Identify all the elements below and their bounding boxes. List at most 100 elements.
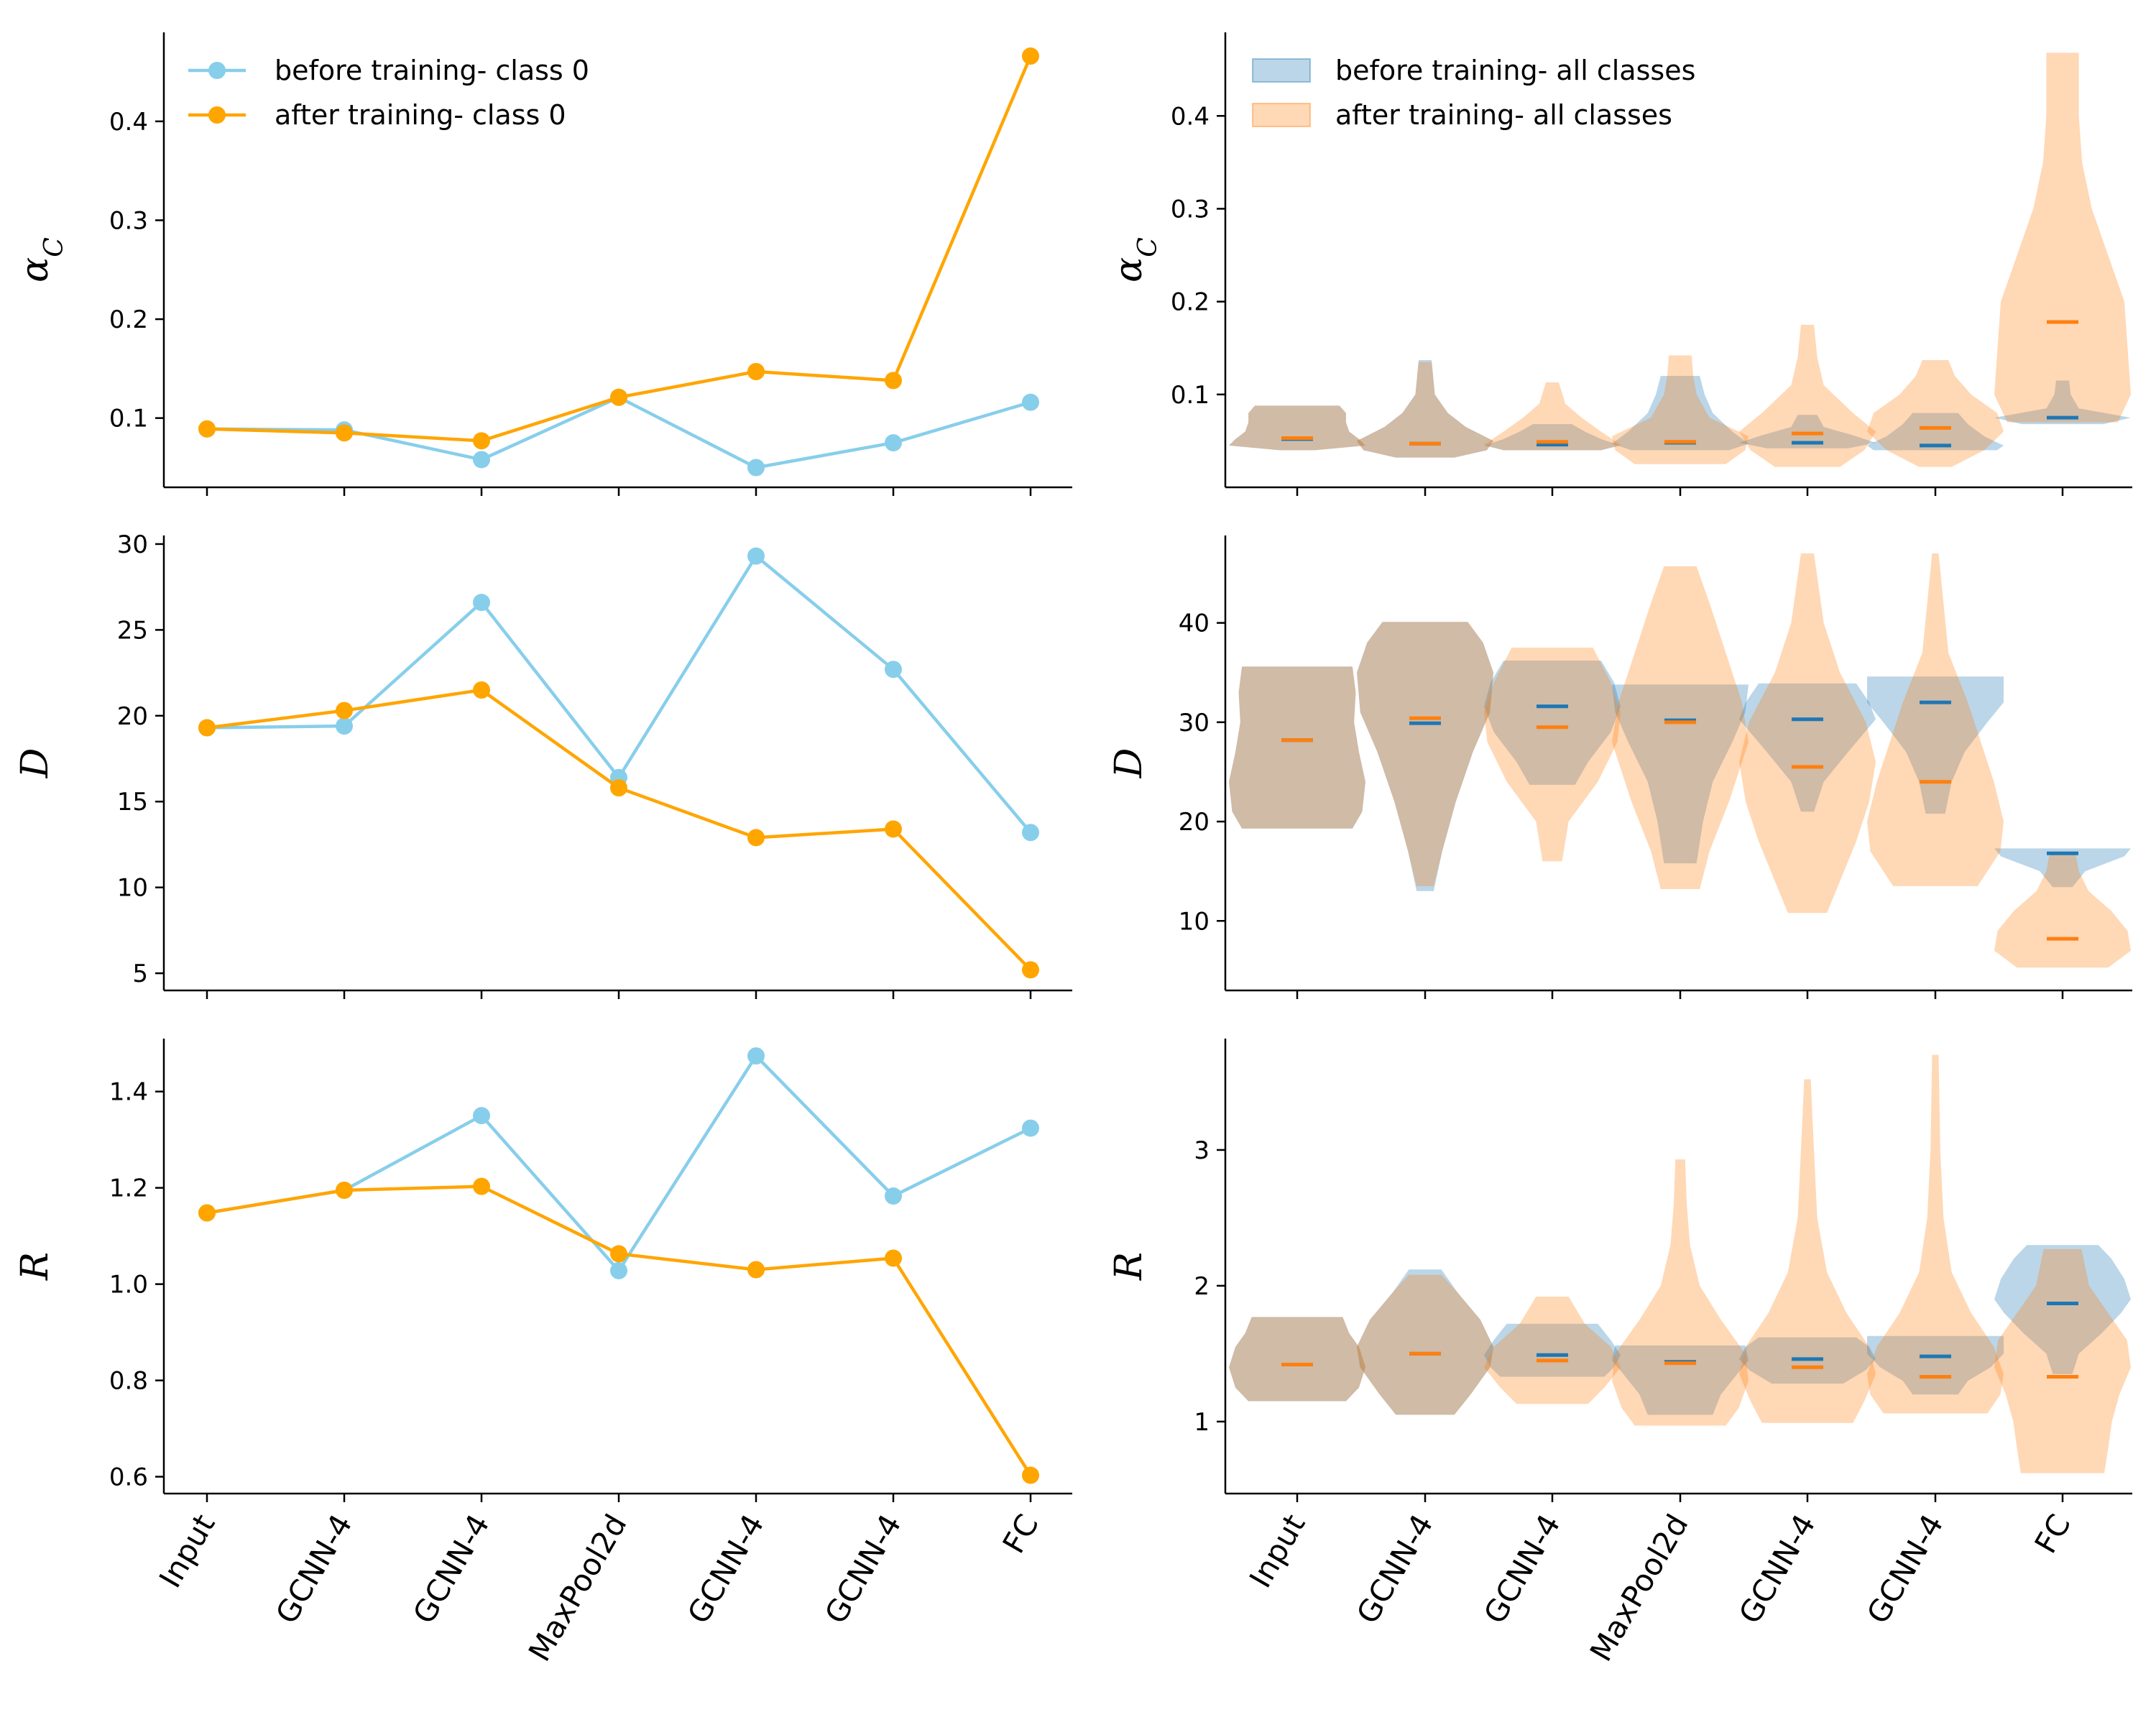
data-point <box>885 820 902 838</box>
violin-after <box>1357 1274 1493 1415</box>
data-point <box>885 1187 902 1205</box>
right-panel-2-ytick-label: 2 <box>1194 1272 1210 1301</box>
left-panel-0-ytick-label: 0.1 <box>109 405 148 433</box>
right-panel-2-ylabel-base: R <box>1107 1252 1151 1281</box>
data-point <box>610 779 627 797</box>
data-point <box>747 829 765 847</box>
series-line <box>206 688 1032 971</box>
left-xtick-label: Input <box>152 1509 222 1594</box>
right-xtick-label: GCNN-4 <box>1732 1509 1823 1630</box>
legend-marker-1 <box>208 106 226 124</box>
right-xtick-label: GCNN-4 <box>1350 1509 1440 1630</box>
data-point <box>473 451 490 469</box>
violin-before <box>1484 661 1621 785</box>
violin-before <box>1612 684 1749 864</box>
left-xtick-label: GCNN-4 <box>269 1509 359 1630</box>
violin-after <box>1739 324 1876 467</box>
violin-before <box>1739 415 1876 448</box>
right-panel-2-medians-after <box>1281 1351 2078 1379</box>
right-xtick-label: GCNN-4 <box>1477 1509 1567 1630</box>
data-point <box>747 1261 765 1279</box>
right-panel-0-ytick-label: 0.4 <box>1171 102 1210 131</box>
right-xtick-label: GCNN-4 <box>1860 1509 1950 1630</box>
left-panel-1-ytick-label: 5 <box>132 960 148 988</box>
left-panel-2-ytick-label: 1.0 <box>109 1271 148 1300</box>
data-point <box>473 1107 490 1125</box>
data-point <box>885 661 902 678</box>
right-panel-0-violins-before <box>1229 360 2131 458</box>
violin-before <box>1484 424 1621 451</box>
violin-after <box>1612 355 1749 464</box>
right-panel-1-axes: 10 20 30 40 D <box>1107 535 2132 999</box>
data-point <box>198 1204 216 1222</box>
right-panel-1-ylabel-base: D <box>1107 748 1151 779</box>
data-point <box>885 1249 902 1267</box>
data-point <box>1022 1119 1039 1137</box>
data-point <box>1022 961 1039 979</box>
data-point <box>747 547 765 565</box>
right-xtick-label: Input <box>1243 1509 1312 1594</box>
right-panel-1-violins-before <box>1229 622 2131 891</box>
right-panel-2-violins-after <box>1229 1054 2131 1473</box>
right-panel-0-medians-after <box>1281 320 2078 446</box>
left-xtick-label: GCNN-4 <box>406 1509 497 1630</box>
right-xtick-label: FC <box>2027 1509 2077 1560</box>
left-panel-1-ytick-label: 15 <box>117 788 148 816</box>
violin-after <box>1357 622 1493 886</box>
left-panel-0-ytick-label: 0.2 <box>109 305 148 334</box>
legend-entry-0: before training- class 0 <box>275 55 589 86</box>
violin-after <box>1994 1248 2131 1473</box>
left-panel-1-ylabel-base: D <box>14 748 57 779</box>
violin-after <box>1229 1317 1365 1402</box>
violin-before <box>1357 1269 1493 1415</box>
left-panel-1-series-0 <box>198 547 1039 842</box>
left-panel-2-ytick-label: 1.4 <box>109 1078 148 1107</box>
legend-patch-0 <box>1252 58 1311 83</box>
right-panel-1-ytick-label: 30 <box>1179 709 1210 737</box>
right-panel-0-ytick-label: 0.3 <box>1171 195 1210 224</box>
violin-after <box>1612 1159 1749 1426</box>
violin-after <box>1484 1297 1621 1404</box>
violin-before <box>1612 1346 1749 1415</box>
violin-before <box>1867 676 2004 814</box>
violin-before <box>1357 622 1493 891</box>
data-point <box>885 434 902 452</box>
data-point <box>473 432 490 450</box>
data-point <box>610 1245 627 1263</box>
left-panel-0-ytick-label: 0.3 <box>109 206 148 235</box>
legend-patch-1 <box>1252 103 1311 127</box>
violin-before <box>1994 848 2131 888</box>
left-panel-2-ytick-label: 0.8 <box>109 1367 148 1396</box>
data-point <box>1022 393 1039 411</box>
data-point <box>1022 1466 1039 1484</box>
data-point <box>336 702 353 719</box>
legend-entry-1: after training- all classes <box>1335 99 1672 131</box>
violin-after <box>1739 1079 1876 1423</box>
left-panel-0-axes: 0.1 0.2 0.3 0.4 αC <box>14 32 1072 496</box>
violin-before <box>1357 360 1493 458</box>
left-panel-2-ytick-label: 1.2 <box>109 1174 148 1203</box>
data-point <box>747 362 765 380</box>
left-xtick-label: GCNN-4 <box>818 1509 908 1630</box>
left-panel-1-series-1 <box>198 681 1039 979</box>
right-panel-2-ytick-label: 1 <box>1194 1408 1210 1437</box>
right-panel-1-ytick-label: 40 <box>1179 610 1210 638</box>
right-panel-1-ytick-label: 10 <box>1179 907 1210 936</box>
right-panel-0-ylabel: αC <box>1107 237 1163 282</box>
right-xtick-label: MaxPool2d <box>1583 1509 1695 1668</box>
series-line <box>206 1184 1032 1476</box>
left-panel-0-series-1 <box>198 47 1039 450</box>
data-point <box>473 1177 490 1195</box>
left-panel-2-axes: 0.6 0.8 1.0 1.2 1.4 Input GCNN-4 GCNN-4 MaxPool2… <box>14 1039 1072 1668</box>
data-point <box>336 1182 353 1199</box>
data-point <box>1022 47 1039 65</box>
violin-after <box>1867 553 2004 886</box>
data-point <box>473 594 490 612</box>
right-panel-1-violins-after <box>1229 553 2131 968</box>
data-point <box>198 719 216 737</box>
right-panel-0-ytick-label: 0.1 <box>1171 381 1210 410</box>
right-panel-0-axes: 0.1 0.2 0.3 0.4 αC <box>1107 32 2132 496</box>
violin-after <box>1994 853 2131 968</box>
violin-before <box>1612 375 1749 451</box>
